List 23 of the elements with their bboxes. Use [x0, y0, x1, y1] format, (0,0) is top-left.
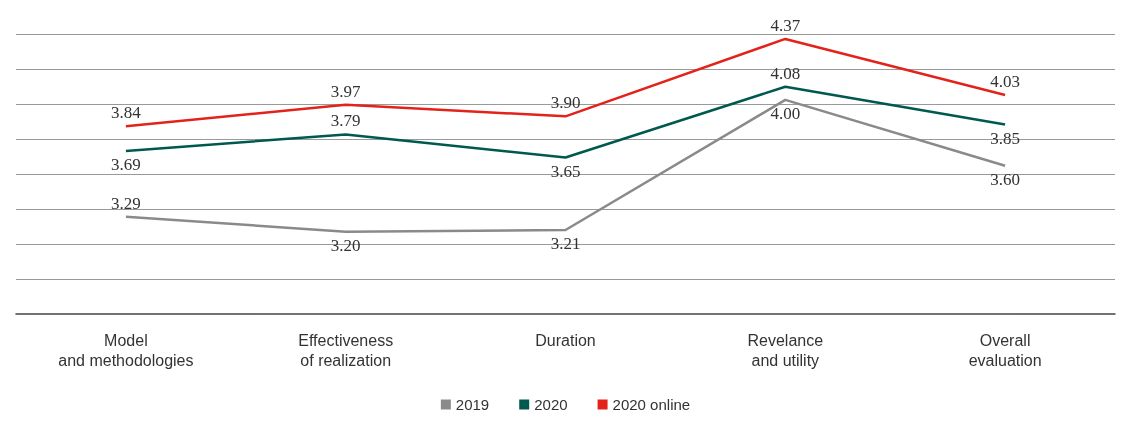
- data-label: 3.69: [111, 154, 141, 174]
- legend-label: 2020: [534, 396, 568, 413]
- legend-label: 2020 online: [612, 396, 691, 413]
- data-label: 4.00: [770, 103, 801, 123]
- data-label: 4.37: [770, 15, 801, 35]
- x-tick-label: Revelance and utility: [747, 331, 824, 369]
- data-label: 3.90: [550, 93, 581, 113]
- x-tick-label: Overall evaluation: [968, 331, 1042, 369]
- x-tick-label: Duration: [535, 331, 596, 349]
- data-label: 3.85: [990, 128, 1020, 148]
- x-tick-label: Effectiveness of realization: [298, 331, 394, 369]
- data-label: 3.97: [330, 81, 362, 101]
- data-label: 3.29: [111, 193, 141, 213]
- data-label: 4.03: [990, 71, 1020, 91]
- legend-label: 2019: [455, 396, 490, 413]
- data-label: 3.79: [330, 111, 361, 131]
- data-label: 3.65: [550, 161, 581, 181]
- data-label: 4.08: [770, 63, 801, 83]
- data-label: 3.60: [990, 169, 1020, 189]
- data-label: 3.84: [111, 103, 142, 123]
- x-tick-label: Model and methodologies: [58, 331, 194, 369]
- data-label: 3.20: [330, 235, 361, 255]
- data-label: 3.21: [550, 234, 581, 253]
